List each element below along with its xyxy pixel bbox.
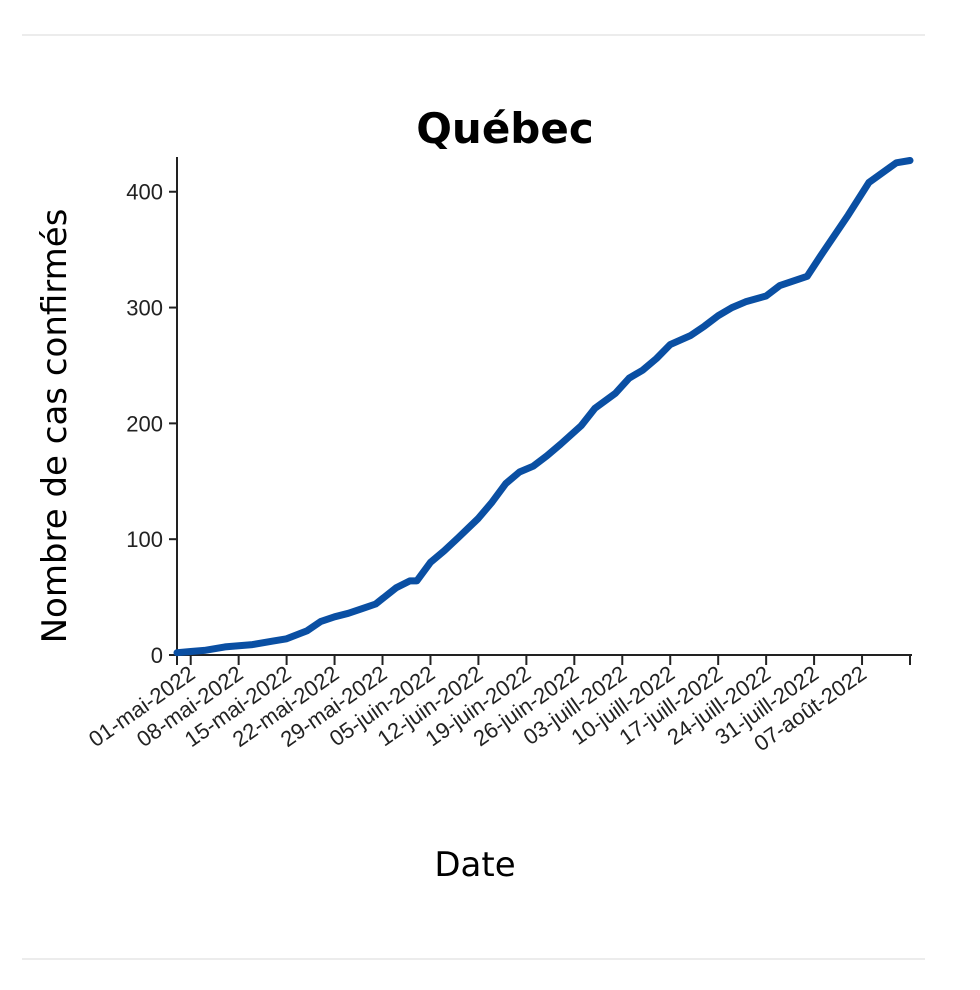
x-axis-label: Date [434,845,515,885]
y-tick-label: 100 [126,527,163,552]
series-line [173,157,914,657]
y-axis-label: Nombre de cas confirmés [35,209,75,644]
top-divider [22,34,925,36]
chart-title: Québec [416,104,594,153]
bottom-divider [22,958,925,960]
y-ticks: 0 100 200 300 400 [126,180,177,668]
y-tick-label: 300 [126,296,163,321]
y-tick-label: 200 [126,411,163,436]
x-ticks: 01-mai-202208-mai-202215-mai-202222-mai-… [84,655,911,756]
y-tick-label: 0 [151,643,163,668]
y-tick-label: 400 [126,180,163,205]
